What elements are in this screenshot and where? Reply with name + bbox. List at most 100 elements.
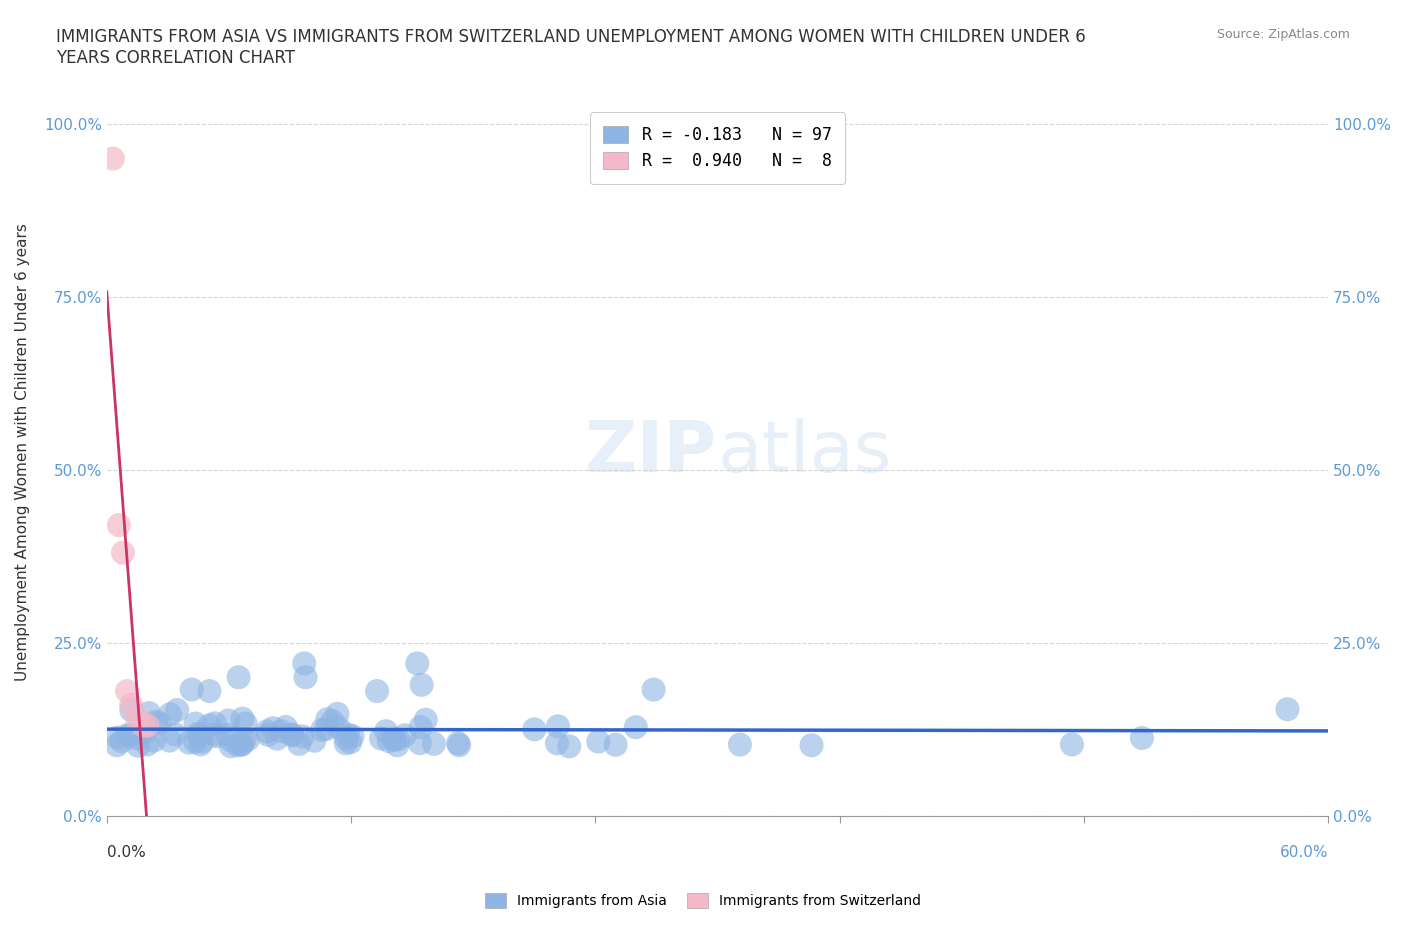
Point (198, 718, 221, 733)
Point (335, 736, 357, 751)
Point (112, 545, 135, 560)
Point (111, 734, 134, 749)
Point (326, 707, 349, 722)
Point (117, 727, 139, 742)
Text: IMMIGRANTS FROM ASIA VS IMMIGRANTS FROM SWITZERLAND UNEMPLOYMENT AMONG WOMEN WIT: IMMIGRANTS FROM ASIA VS IMMIGRANTS FROM … (56, 28, 1085, 67)
Point (336, 727, 359, 742)
Point (387, 737, 409, 752)
Point (588, 734, 610, 749)
Point (198, 684, 221, 698)
Text: Source: ZipAtlas.com: Source: ZipAtlas.com (1216, 28, 1350, 41)
Point (558, 739, 581, 754)
Point (321, 713, 343, 728)
Point (231, 737, 253, 751)
Point (177, 735, 200, 750)
Point (447, 736, 470, 751)
Point (180, 682, 202, 697)
Y-axis label: Unemployment Among Women with Children Under 6 years: Unemployment Among Women with Children U… (15, 223, 30, 682)
Point (166, 703, 188, 718)
Point (339, 735, 361, 750)
Legend: R = -0.183   N = 97, R =  0.940   N =  8: R = -0.183 N = 97, R = 0.940 N = 8 (591, 113, 845, 183)
Point (159, 707, 181, 722)
Point (159, 733, 181, 748)
Point (266, 731, 288, 746)
Point (409, 720, 432, 735)
Point (235, 716, 257, 731)
Point (127, 711, 149, 726)
Point (370, 731, 392, 746)
Point (184, 735, 207, 750)
Point (101, 151, 124, 166)
Point (375, 724, 398, 738)
Point (335, 731, 357, 746)
Point (233, 732, 256, 747)
Point (281, 728, 304, 743)
Point (274, 720, 297, 735)
Point (1060, 737, 1083, 751)
Point (328, 720, 350, 735)
Point (219, 733, 242, 748)
Point (142, 733, 165, 748)
Point (187, 726, 209, 741)
Point (643, 683, 665, 698)
Point (294, 670, 316, 684)
Point (148, 715, 170, 730)
Point (219, 738, 242, 753)
Point (136, 718, 159, 733)
Point (378, 734, 401, 749)
Point (231, 711, 253, 726)
Point (387, 732, 409, 747)
Point (226, 737, 249, 752)
Point (257, 727, 280, 742)
Point (1130, 730, 1153, 745)
Point (406, 656, 429, 671)
Point (115, 684, 138, 698)
Point (217, 713, 239, 728)
Point (108, 518, 131, 533)
Point (394, 728, 416, 743)
Point (236, 732, 259, 747)
Point (105, 737, 128, 752)
Point (202, 727, 225, 742)
Point (145, 714, 167, 729)
Text: ZIP: ZIP (585, 418, 717, 487)
Point (311, 723, 333, 737)
Point (190, 737, 212, 751)
Point (120, 727, 142, 742)
Point (547, 719, 569, 734)
Point (366, 684, 388, 698)
Point (304, 733, 326, 748)
Point (624, 720, 647, 735)
Point (188, 728, 211, 743)
Point (120, 703, 142, 718)
Point (382, 732, 405, 747)
Point (191, 734, 214, 749)
Point (292, 656, 315, 671)
Point (342, 729, 364, 744)
Point (423, 737, 446, 751)
Point (256, 724, 278, 738)
Point (163, 727, 186, 742)
Point (228, 670, 250, 684)
Point (217, 727, 239, 742)
Text: atlas: atlas (717, 418, 891, 487)
Point (107, 730, 129, 745)
Legend: Immigrants from Asia, Immigrants from Switzerland: Immigrants from Asia, Immigrants from Sw… (479, 888, 927, 914)
Point (288, 737, 311, 751)
Point (291, 729, 314, 744)
Point (204, 716, 226, 731)
Point (546, 736, 568, 751)
Point (800, 737, 823, 752)
Point (262, 721, 284, 736)
Point (605, 737, 627, 752)
Point (315, 722, 337, 737)
Point (120, 698, 142, 712)
Point (523, 722, 546, 737)
Point (125, 731, 148, 746)
Point (415, 712, 437, 727)
Point (205, 729, 228, 744)
Text: 60.0%: 60.0% (1279, 844, 1329, 859)
Point (270, 724, 292, 738)
Point (136, 737, 159, 752)
Point (411, 677, 433, 692)
